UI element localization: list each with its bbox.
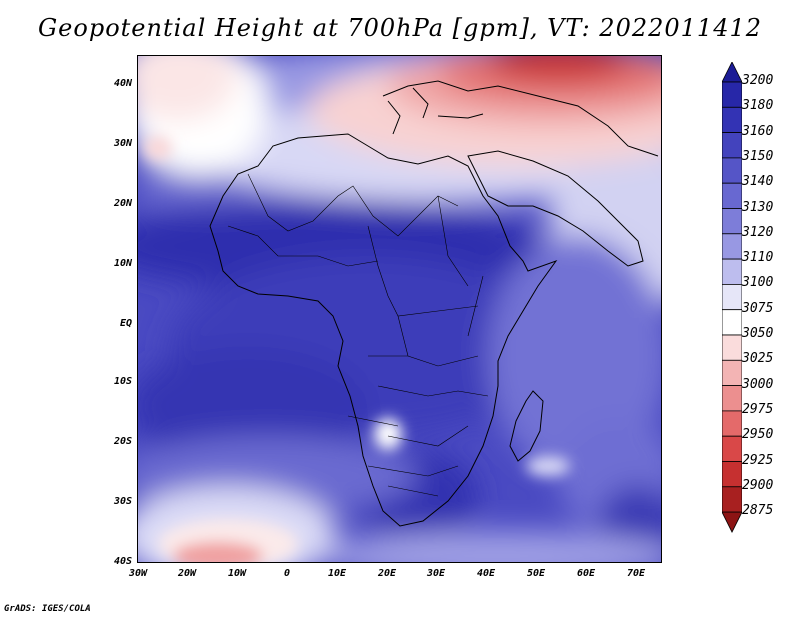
colorbar-level-label: 2950 xyxy=(742,427,774,443)
lon-tick-20W: 20W xyxy=(177,568,197,579)
lat-tick-40N: 40N xyxy=(113,78,132,89)
colorbar-level-label: 3075 xyxy=(742,300,774,316)
colorbar-level-label: 3180 xyxy=(742,98,774,114)
lon-tick-30W: 30W xyxy=(128,568,148,579)
colorbar-swatch xyxy=(722,182,742,209)
colorbar xyxy=(722,62,742,533)
colorbar-swatch xyxy=(722,106,742,133)
colorbar-level-label: 3150 xyxy=(742,148,774,164)
lon-tick-60E: 60E xyxy=(576,568,596,579)
colorbar-swatch xyxy=(722,258,742,285)
colorbar-level-label: 3200 xyxy=(742,73,774,88)
colorbar-swatch xyxy=(722,81,742,108)
chart-title: Geopotential Height at 700hPa [gpm], VT:… xyxy=(38,14,762,42)
colorbar-level-label: 3110 xyxy=(742,250,774,266)
lat-tick-20N: 20N xyxy=(113,198,132,209)
lon-tick-10W: 10W xyxy=(227,568,247,579)
lon-tick-70E: 70E xyxy=(626,568,646,579)
colorbar-top-triangle xyxy=(722,62,742,83)
field-detail xyxy=(144,136,570,562)
lon-tick-30E: 30E xyxy=(426,568,446,579)
lon-tick-0: 0 xyxy=(283,568,291,579)
borders xyxy=(227,173,489,497)
map-field-svg xyxy=(138,56,661,562)
lat-tick-EQ: EQ xyxy=(119,318,132,329)
colorbar-swatch xyxy=(722,359,742,386)
colorbar-swatch xyxy=(722,309,742,336)
lon-tick-20E: 20E xyxy=(377,568,397,579)
colorbar-level-label: 3100 xyxy=(742,275,774,291)
colorbar-level-label: 2925 xyxy=(742,452,774,468)
colorbar-swatch xyxy=(722,385,742,412)
lat-tick-30S: 30S xyxy=(113,496,132,507)
colorbar-level-label: 3160 xyxy=(742,123,774,139)
lon-tick-50E: 50E xyxy=(526,568,546,579)
colorbar-level-label: 2975 xyxy=(742,401,774,417)
colorbar-swatch xyxy=(722,283,742,311)
lat-tick-20S: 20S xyxy=(113,436,132,447)
lat-tick-10N: 10N xyxy=(113,258,132,269)
colorbar-level-label: 3120 xyxy=(742,224,774,240)
colorbar-level-label: 2900 xyxy=(742,477,774,493)
colorbar-swatch xyxy=(722,233,742,260)
colorbar-swatch xyxy=(722,208,742,235)
colorbar-swatch xyxy=(722,157,742,184)
height-field xyxy=(138,56,661,562)
credit-text: GrADS: IGES/COLA xyxy=(4,604,91,614)
lat-tick-30N: 30N xyxy=(113,138,132,149)
colorbar-swatch xyxy=(722,132,742,159)
colorbar-swatch xyxy=(722,435,742,462)
lon-tick-40E: 40E xyxy=(476,568,496,579)
coastlines xyxy=(209,80,659,527)
colorbar-level-label: 3140 xyxy=(742,174,774,190)
colorbar-swatch xyxy=(722,410,742,437)
lat-tick-10S: 10S xyxy=(113,376,132,387)
colorbar-level-label: 3050 xyxy=(742,326,774,341)
colorbar-swatch xyxy=(722,461,742,488)
colorbar-swatch xyxy=(722,334,742,361)
map-panel xyxy=(137,55,662,563)
colorbar-level-label: 3000 xyxy=(742,376,774,392)
colorbar-level-label: 3025 xyxy=(742,351,774,367)
lat-tick-40S: 40S xyxy=(113,556,132,567)
lon-tick-10E: 10E xyxy=(327,568,347,579)
colorbar-bottom-triangle xyxy=(722,511,742,533)
colorbar-level-label: 3130 xyxy=(742,199,774,215)
colorbar-swatch xyxy=(722,486,742,513)
colorbar-level-label: 2875 xyxy=(742,503,774,519)
